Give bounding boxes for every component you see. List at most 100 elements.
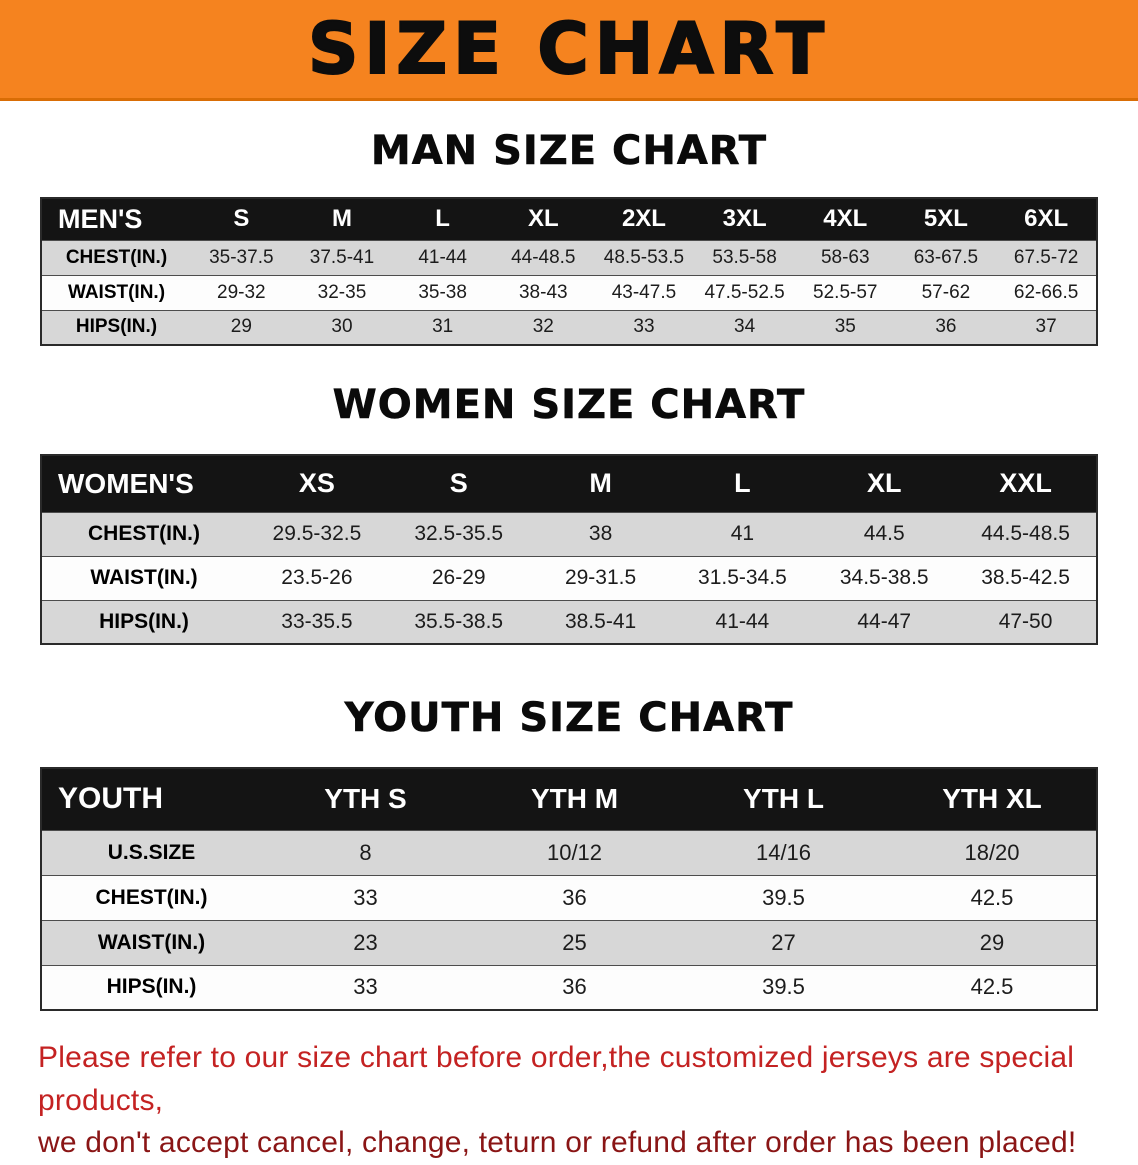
size-value-cell: 23: [261, 919, 470, 965]
row-label-cell: WAIST(IN.): [41, 274, 191, 310]
size-value-cell: 33: [593, 309, 695, 345]
size-value-cell: 44.5-48.5: [955, 511, 1097, 556]
size-value-cell: 47-50: [955, 599, 1097, 644]
row-label-cell: HIPS(IN.): [41, 309, 191, 345]
measurement-row: CHEST(IN.) 35-37.5 37.5-41 41-44 44-48.5 48.5…: [41, 239, 1097, 275]
size-value-cell: 43-47.5: [593, 274, 695, 310]
table-header-row: WOMEN'S XS S M L XL XXL: [41, 455, 1097, 512]
size-value-cell: 33: [261, 874, 470, 920]
size-value-cell: 42.5: [888, 874, 1097, 920]
size-value-cell: 36: [470, 874, 679, 920]
disclaimer-text: Please refer to our size chart before or…: [38, 1037, 1100, 1165]
size-value-cell: 35-38: [392, 274, 493, 310]
size-value-cell: 31.5-34.5: [671, 555, 814, 600]
measurement-row: CHEST(IN.) 33 36 39.5 42.5: [41, 874, 1097, 920]
size-value-cell: 44-47: [813, 599, 956, 644]
measurement-row: HIPS(IN.) 33 36 39.5 42.5: [41, 964, 1097, 1010]
size-value-cell: 18/20: [888, 829, 1097, 875]
size-column-header: YTH L: [679, 768, 888, 830]
size-value-cell: 32-35: [291, 274, 393, 310]
size-chart-banner: SIZE CHART: [0, 0, 1138, 101]
size-value-cell: 67.5-72: [996, 239, 1097, 275]
size-value-cell: 37.5-41: [291, 239, 393, 275]
youth-size-table: YOUTH YTH S YTH M YTH L YTH XL U.S.SIZE 8 10/12…: [40, 767, 1098, 1011]
men-chart-heading: MAN SIZE CHART: [370, 128, 768, 175]
size-column-header: L: [392, 198, 493, 240]
row-label-cell: U.S.SIZE: [41, 829, 261, 875]
size-value-cell: 32: [492, 309, 594, 345]
size-value-cell: 29: [888, 919, 1097, 965]
measurement-row: HIPS(IN.) 29 30 31 32 33 34 35 36 37: [41, 309, 1097, 345]
table-header-row: YOUTH YTH S YTH M YTH L YTH XL: [41, 768, 1097, 830]
size-value-cell: 29-32: [191, 274, 292, 310]
row-label-cell: WAIST(IN.): [41, 919, 261, 965]
size-value-cell: 47.5-52.5: [694, 274, 795, 310]
size-column-header: 2XL: [593, 198, 695, 240]
size-value-cell: 39.5: [679, 874, 888, 920]
size-value-cell: 38.5-41: [529, 599, 672, 644]
men-size-section: MAN SIZE CHART MEN'S S M L XL 2XL 3XL 4XL 5XL 6XL…: [0, 128, 1138, 346]
size-value-cell: 41: [671, 511, 814, 556]
size-value-cell: 35-37.5: [191, 239, 292, 275]
size-value-cell: 27: [679, 919, 888, 965]
size-value-cell: 29-31.5: [529, 555, 672, 600]
measurement-row: WAIST(IN.) 23 25 27 29: [41, 919, 1097, 965]
size-column-header: 6XL: [996, 198, 1097, 240]
size-value-cell: 35: [794, 309, 896, 345]
table-title-cell: YOUTH: [41, 768, 261, 830]
size-value-cell: 57-62: [895, 274, 997, 310]
size-value-cell: 48.5-53.5: [593, 239, 695, 275]
size-value-cell: 26-29: [387, 555, 530, 600]
size-value-cell: 52.5-57: [794, 274, 896, 310]
size-value-cell: 23.5-26: [246, 555, 388, 600]
size-value-cell: 33: [261, 964, 470, 1010]
measurement-row: WAIST(IN.) 23.5-26 26-29 29-31.5 31.5-34.5 34…: [41, 555, 1097, 600]
banner-title: SIZE CHART: [307, 8, 831, 90]
size-value-cell: 44-48.5: [492, 239, 594, 275]
size-value-cell: 31: [392, 309, 493, 345]
size-value-cell: 36: [895, 309, 997, 345]
size-value-cell: 63-67.5: [895, 239, 997, 275]
men-size-table: MEN'S S M L XL 2XL 3XL 4XL 5XL 6XL CHEST(IN.) 35-37…: [40, 197, 1098, 346]
size-column-header: XS: [246, 455, 388, 512]
measurement-row: HIPS(IN.) 33-35.5 35.5-38.5 38.5-41 41-44 44-…: [41, 599, 1097, 644]
size-value-cell: 58-63: [794, 239, 896, 275]
measurement-row: CHEST(IN.) 29.5-32.5 32.5-35.5 38 41 44.5 44.5…: [41, 511, 1097, 556]
disclaimer-line-1: Please refer to our size chart before or…: [38, 1041, 1075, 1117]
table-header-row: MEN'S S M L XL 2XL 3XL 4XL 5XL 6XL: [41, 198, 1097, 240]
row-label-cell: HIPS(IN.): [41, 964, 261, 1010]
size-value-cell: 62-66.5: [996, 274, 1097, 310]
size-value-cell: 35.5-38.5: [387, 599, 530, 644]
size-column-header: 4XL: [794, 198, 896, 240]
youth-size-section: YOUTH SIZE CHART YOUTH YTH S YTH M YTH L YTH…: [0, 695, 1138, 1011]
size-column-header: 3XL: [694, 198, 795, 240]
size-column-header: YTH XL: [888, 768, 1097, 830]
size-value-cell: 34.5-38.5: [813, 555, 956, 600]
size-value-cell: 25: [470, 919, 679, 965]
women-chart-heading: WOMEN SIZE CHART: [332, 382, 806, 429]
row-label-cell: WAIST(IN.): [41, 555, 246, 600]
size-value-cell: 38: [529, 511, 672, 556]
measurement-row: WAIST(IN.) 29-32 32-35 35-38 38-43 43-47.5 47.…: [41, 274, 1097, 310]
youth-chart-heading: YOUTH SIZE CHART: [344, 695, 794, 742]
size-column-header: YTH M: [470, 768, 679, 830]
size-value-cell: 14/16: [679, 829, 888, 875]
size-value-cell: 39.5: [679, 964, 888, 1010]
measurement-row: U.S.SIZE 8 10/12 14/16 18/20: [41, 829, 1097, 875]
size-column-header: XL: [813, 455, 956, 512]
size-value-cell: 8: [261, 829, 470, 875]
disclaimer-line-2: we don't accept cancel, change, teturn o…: [38, 1126, 1077, 1160]
women-size-section: WOMEN SIZE CHART WOMEN'S XS S M L XL XXL CHEST(…: [0, 382, 1138, 645]
size-value-cell: 29.5-32.5: [246, 511, 388, 556]
size-value-cell: 34: [694, 309, 795, 345]
size-value-cell: 38.5-42.5: [955, 555, 1097, 600]
size-column-header: YTH S: [261, 768, 470, 830]
size-column-header: 5XL: [895, 198, 997, 240]
size-value-cell: 10/12: [470, 829, 679, 875]
size-value-cell: 30: [291, 309, 393, 345]
row-label-cell: CHEST(IN.): [41, 239, 191, 275]
size-value-cell: 36: [470, 964, 679, 1010]
size-column-header: M: [529, 455, 672, 512]
size-value-cell: 32.5-35.5: [387, 511, 530, 556]
size-value-cell: 53.5-58: [694, 239, 795, 275]
